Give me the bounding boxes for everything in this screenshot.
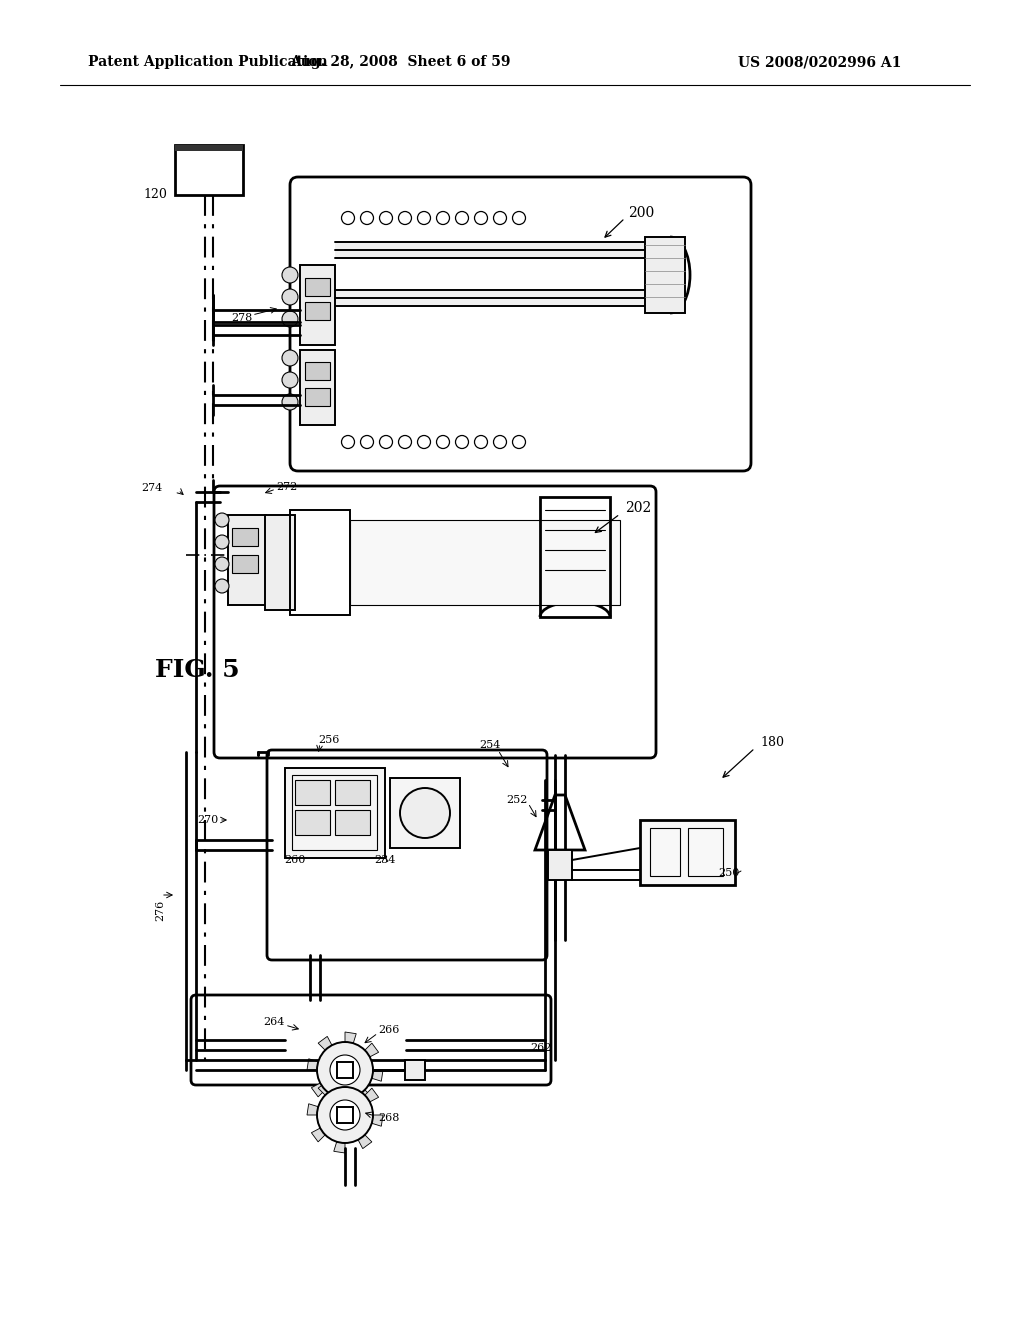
Circle shape	[282, 312, 298, 327]
Circle shape	[317, 1041, 373, 1098]
Text: 180: 180	[760, 735, 784, 748]
Text: 264: 264	[263, 1016, 285, 1027]
Text: 256: 256	[318, 735, 339, 744]
Bar	[540, 498, 610, 616]
Bar	[650, 828, 680, 876]
Polygon shape	[311, 1129, 326, 1142]
Circle shape	[282, 350, 298, 366]
Circle shape	[282, 289, 298, 305]
Bar	[305, 388, 330, 407]
Circle shape	[330, 1055, 360, 1085]
Text: 260: 260	[285, 855, 306, 865]
Polygon shape	[358, 1090, 372, 1104]
Polygon shape	[365, 1088, 379, 1102]
Bar	[390, 777, 460, 847]
Bar	[335, 290, 645, 306]
Text: 270: 270	[197, 814, 218, 825]
Text: 276: 276	[155, 900, 165, 921]
Polygon shape	[334, 1097, 345, 1107]
Bar	[265, 515, 295, 610]
Circle shape	[400, 788, 450, 838]
Bar	[335, 810, 370, 836]
Bar	[305, 302, 330, 319]
Text: Aug. 28, 2008  Sheet 6 of 59: Aug. 28, 2008 Sheet 6 of 59	[290, 55, 510, 69]
Bar	[232, 554, 258, 573]
Text: 250: 250	[718, 869, 739, 878]
Circle shape	[282, 372, 298, 388]
Polygon shape	[307, 1104, 318, 1115]
Text: US 2008/0202996 A1: US 2008/0202996 A1	[738, 55, 902, 69]
Bar	[290, 510, 350, 615]
Text: 200: 200	[628, 206, 654, 220]
Bar	[337, 1063, 353, 1078]
Bar	[548, 850, 572, 880]
Bar	[228, 515, 266, 605]
Polygon shape	[345, 1032, 356, 1043]
Circle shape	[317, 1086, 373, 1143]
Bar	[232, 528, 258, 546]
Text: 254: 254	[479, 741, 501, 750]
Circle shape	[215, 579, 229, 593]
Circle shape	[282, 393, 298, 411]
Text: 202: 202	[625, 502, 651, 515]
Bar	[175, 145, 243, 150]
Bar	[406, 1060, 425, 1080]
Bar	[305, 362, 330, 380]
Bar	[285, 768, 385, 858]
Polygon shape	[307, 1059, 318, 1071]
Circle shape	[282, 267, 298, 282]
Polygon shape	[345, 1077, 356, 1088]
Text: 120: 120	[143, 189, 167, 202]
Bar	[295, 780, 330, 805]
Bar	[335, 780, 370, 805]
Text: 268: 268	[378, 1113, 399, 1123]
Polygon shape	[318, 1036, 332, 1051]
Polygon shape	[372, 1115, 383, 1126]
Bar	[335, 242, 645, 257]
Text: 272: 272	[276, 482, 297, 492]
Polygon shape	[334, 1142, 345, 1152]
Text: 262: 262	[530, 1043, 551, 1053]
Bar	[645, 238, 685, 313]
Polygon shape	[358, 1135, 372, 1148]
Polygon shape	[372, 1071, 383, 1081]
Text: 274: 274	[141, 483, 163, 492]
Circle shape	[215, 535, 229, 549]
Text: 234: 234	[375, 855, 395, 865]
Polygon shape	[365, 1043, 379, 1057]
Bar	[175, 145, 243, 195]
Bar	[305, 279, 330, 296]
Bar	[688, 828, 723, 876]
Polygon shape	[311, 1084, 326, 1097]
Bar	[292, 775, 377, 850]
Circle shape	[215, 513, 229, 527]
Circle shape	[330, 1100, 360, 1130]
Bar	[295, 810, 330, 836]
Bar	[300, 265, 335, 345]
Text: 266: 266	[378, 1026, 399, 1035]
Bar	[300, 350, 335, 425]
Text: FIG. 5: FIG. 5	[155, 657, 240, 682]
Polygon shape	[318, 1081, 332, 1096]
Bar	[640, 820, 735, 884]
Circle shape	[215, 557, 229, 572]
Bar	[337, 1107, 353, 1123]
Text: 278: 278	[230, 313, 252, 323]
Text: Patent Application Publication: Patent Application Publication	[88, 55, 328, 69]
Text: 252: 252	[507, 795, 528, 805]
Bar	[350, 520, 620, 605]
